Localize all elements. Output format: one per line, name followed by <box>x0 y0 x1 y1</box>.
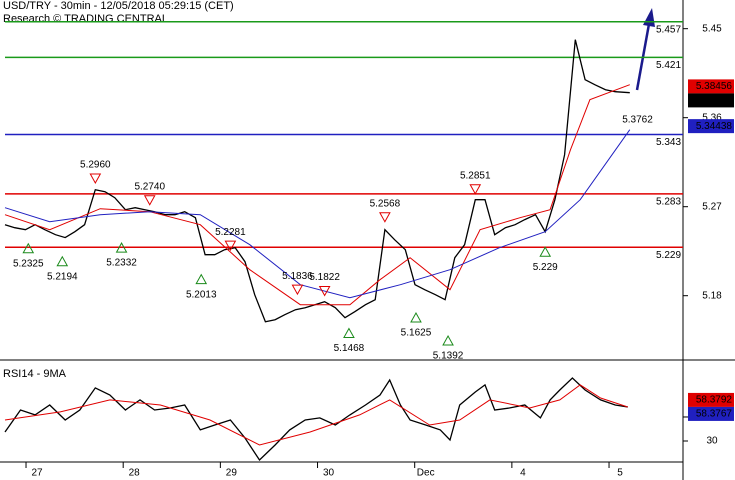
low-marker <box>539 246 552 257</box>
price-tag <box>688 406 734 421</box>
low-label: 5.229 <box>533 262 558 273</box>
chart-subtitle: Research © TRADING CENTRAL <box>3 13 168 25</box>
high-label: 5.2960 <box>80 160 111 171</box>
high-label: 5.1836 <box>282 271 313 282</box>
low-label: 5.2332 <box>106 258 137 269</box>
low-label: 5.1392 <box>433 351 464 362</box>
low-marker <box>410 311 422 323</box>
price-tag <box>688 119 734 134</box>
low-marker <box>442 335 454 346</box>
high-marker <box>291 284 304 296</box>
price-tag-label: 5.38456 <box>696 81 733 92</box>
x-tick-label: 5 <box>617 468 623 479</box>
high-label: 5.2740 <box>134 181 165 192</box>
high-marker <box>143 195 156 206</box>
low-label: 5.2325 <box>13 258 44 269</box>
price-tag-label: 5.34438 <box>696 121 733 132</box>
high-marker <box>224 240 237 252</box>
low-marker <box>56 255 69 267</box>
series-line <box>4 377 628 462</box>
x-tick-label: 29 <box>226 468 238 479</box>
level-label: 5.283 <box>656 196 681 207</box>
level-label: 5.343 <box>656 137 681 148</box>
x-tick-label: 28 <box>129 468 141 479</box>
high-marker <box>89 173 102 185</box>
high-label: 5.2851 <box>460 170 491 181</box>
price-note: 5.3762 <box>622 114 653 125</box>
low-label: 5.2013 <box>186 289 217 300</box>
high-label: 5.2568 <box>370 198 401 209</box>
x-tick-label: 27 <box>31 468 43 479</box>
y-tick-label: 5.45 <box>702 23 722 34</box>
x-tick-label: Dec <box>417 468 435 479</box>
low-marker <box>343 327 355 339</box>
high-marker <box>379 212 391 223</box>
x-tick-label: 4 <box>520 468 526 479</box>
high-label: 5.2281 <box>215 227 246 238</box>
chart-title: USD/TRY - 30min - 12/05/2018 05:29:15 (C… <box>3 0 234 12</box>
low-label: 5.1468 <box>334 343 365 354</box>
level-label: 5.229 <box>656 250 681 261</box>
price-tag <box>688 93 734 108</box>
low-marker <box>22 242 35 254</box>
level-label: 5.457 <box>656 24 681 35</box>
y-tick-label: 5.18 <box>702 290 722 301</box>
price-tag <box>688 79 734 94</box>
series-line <box>4 84 630 306</box>
price-tag-label: 5.3823 <box>701 95 732 106</box>
high-marker <box>469 184 482 195</box>
low-marker <box>115 242 128 253</box>
price-tag-label: 58.3767 <box>696 409 733 420</box>
low-label: 5.2194 <box>47 271 78 282</box>
high-label: 5.1822 <box>309 272 340 283</box>
y-tick-label: 30 <box>706 436 718 447</box>
y-tick-label: 5.36 <box>702 112 722 123</box>
high-marker <box>318 286 331 297</box>
price-tag <box>688 392 734 407</box>
rsi-title: RSI14 - 9MA <box>3 368 67 380</box>
low-label: 5.1625 <box>401 328 432 339</box>
low-marker <box>195 273 208 285</box>
y-tick-label: 5.27 <box>702 201 722 212</box>
level-label: 5.421 <box>656 60 681 71</box>
x-tick-label: 30 <box>323 468 335 479</box>
price-tag-label: 58.3792 <box>696 395 733 406</box>
series-line <box>4 129 631 299</box>
series-line <box>4 384 628 446</box>
